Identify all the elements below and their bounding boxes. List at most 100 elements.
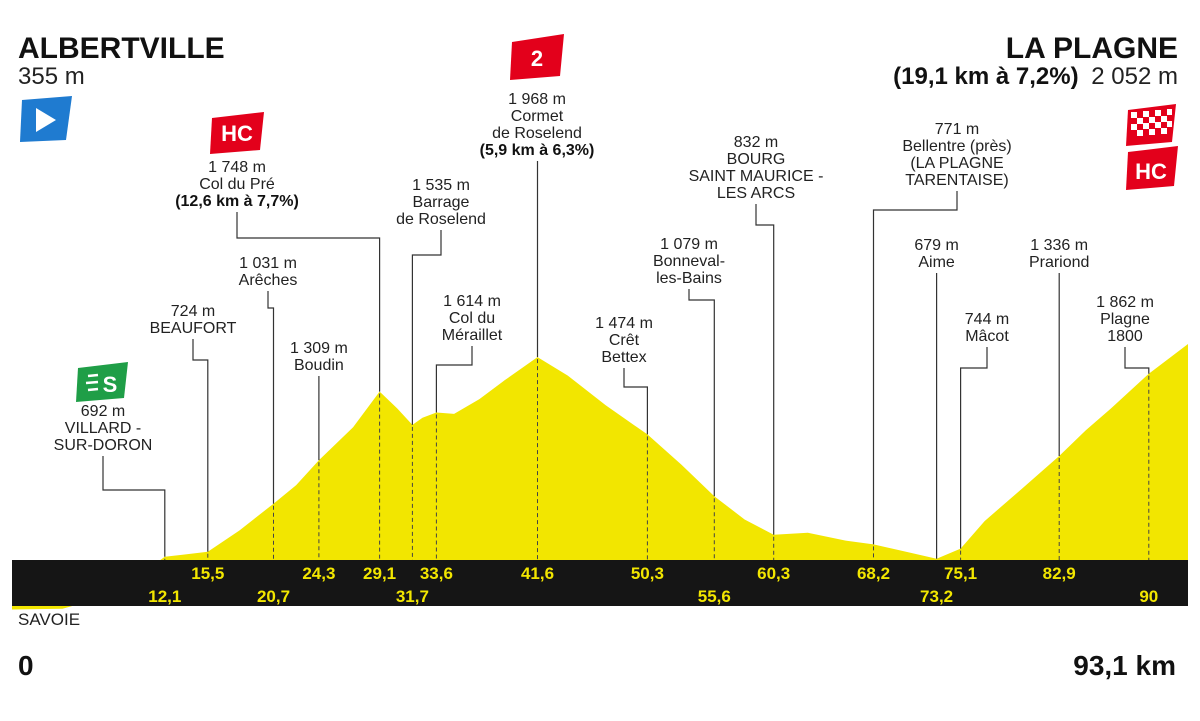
waypoint-altitude-11: 771 m bbox=[935, 121, 979, 138]
start-altitude: 355 m bbox=[18, 63, 85, 90]
waypoint-leader-6 bbox=[435, 346, 473, 413]
finish-hc-badge: HC bbox=[1126, 146, 1178, 190]
waypoint-name-9: les-Bains bbox=[656, 270, 722, 287]
waypoint-dashed-lines bbox=[164, 359, 1150, 561]
finish-hc-label: HC bbox=[1135, 159, 1167, 184]
km-marker-3: 24,3 bbox=[302, 564, 335, 583]
waypoint-name-13: Mâcot bbox=[965, 328, 1009, 345]
km-marker-7: 41,6 bbox=[521, 564, 554, 583]
finish-altitude: 2 052 m bbox=[1091, 63, 1178, 90]
waypoint-name-0: VILLARD - bbox=[65, 420, 141, 437]
col-du-pre-hc-label: HC bbox=[221, 121, 253, 146]
waypoint-name-10: LES ARCS bbox=[717, 185, 795, 202]
waypoint-name-5: Barrage bbox=[413, 194, 470, 211]
waypoint-altitude-13: 744 m bbox=[965, 311, 1009, 328]
km-marker-14: 82,9 bbox=[1043, 564, 1076, 583]
waypoint-name-3: Boudin bbox=[294, 357, 344, 374]
waypoint-leader-5 bbox=[411, 230, 442, 425]
km-marker-11: 68,2 bbox=[857, 564, 890, 583]
waypoint-leader-lines bbox=[102, 161, 1150, 559]
sprint-badge: S bbox=[76, 362, 128, 402]
km-marker-6: 33,6 bbox=[420, 564, 453, 583]
waypoint-name-8: Crêt bbox=[609, 332, 640, 349]
km-marker-8: 50,3 bbox=[631, 564, 664, 583]
waypoint-climb-4: (12,6 km à 7,7%) bbox=[175, 193, 299, 210]
waypoint-leader-9 bbox=[688, 289, 715, 497]
waypoint-name-11: TARENTAISE) bbox=[905, 172, 1008, 189]
finish-climb: (19,1 km à 7,2%) bbox=[893, 63, 1078, 90]
waypoint-altitude-3: 1 309 m bbox=[290, 340, 348, 357]
waypoint-name-7: de Roselend bbox=[492, 125, 582, 142]
waypoint-altitude-7: 1 968 m bbox=[508, 91, 566, 108]
distance-markers: 12,1 15,5 20,7 24,3 29,131,7 33,6 41,6 50,3 55,6… bbox=[148, 564, 1158, 606]
waypoint-altitude-15: 1 862 m bbox=[1096, 294, 1154, 311]
km-marker-5: 31,7 bbox=[396, 587, 429, 606]
waypoint-name-15: Plagne bbox=[1100, 311, 1150, 328]
waypoint-name-11: (LA PLAGNE bbox=[910, 155, 1003, 172]
waypoint-name-0: SUR-DORON bbox=[54, 437, 153, 454]
waypoint-name-11: Bellentre (près) bbox=[902, 138, 1011, 155]
waypoint-name-8: Bettex bbox=[601, 349, 646, 366]
waypoint-name-7: Cormet bbox=[511, 108, 564, 125]
waypoint-altitude-2: 1 031 m bbox=[239, 255, 297, 272]
waypoint-leader-15 bbox=[1124, 347, 1150, 374]
finish-flag-icon bbox=[1126, 104, 1176, 146]
waypoint-leader-4 bbox=[236, 212, 381, 392]
waypoint-name-12: Aime bbox=[918, 254, 955, 271]
waypoint-altitude-9: 1 079 m bbox=[660, 236, 718, 253]
sprint-label: S bbox=[103, 372, 118, 397]
distance-start: 0 bbox=[18, 650, 34, 681]
distance-band bbox=[12, 560, 1188, 606]
waypoint-name-1: BEAUFORT bbox=[150, 320, 237, 337]
waypoint-name-9: Bonneval- bbox=[653, 253, 725, 270]
waypoint-leader-1 bbox=[192, 339, 209, 552]
waypoint-altitude-1: 724 m bbox=[171, 303, 215, 320]
waypoint-altitude-8: 1 474 m bbox=[595, 315, 653, 332]
waypoint-name-10: BOURG bbox=[727, 151, 786, 168]
finish-climb-and-altitude: (19,1 km à 7,2%) 2 052 m bbox=[893, 63, 1178, 90]
waypoint-altitude-4: 1 748 m bbox=[208, 159, 266, 176]
waypoint-climb-7: (5,9 km à 6,3%) bbox=[480, 142, 595, 159]
waypoint-name-2: Arêches bbox=[239, 272, 298, 289]
waypoint-leader-13 bbox=[959, 347, 988, 549]
col-du-pre-hc-badge: HC bbox=[210, 112, 264, 154]
waypoint-name-14: Prariond bbox=[1029, 254, 1089, 271]
km-marker-4: 29,1 bbox=[363, 564, 396, 583]
waypoint-altitude-12: 679 m bbox=[914, 237, 958, 254]
km-marker-13: 75,1 bbox=[944, 564, 977, 583]
waypoint-name-6: Méraillet bbox=[442, 327, 503, 344]
elevation-profile-area bbox=[12, 344, 1188, 610]
km-marker-1: 15,5 bbox=[191, 564, 224, 583]
km-marker-2: 20,7 bbox=[257, 587, 290, 606]
waypoint-leader-2 bbox=[267, 291, 275, 504]
waypoint-altitude-6: 1 614 m bbox=[443, 293, 501, 310]
waypoint-name-5: de Roselend bbox=[396, 211, 486, 228]
waypoint-altitude-5: 1 535 m bbox=[412, 177, 470, 194]
waypoint-leader-10 bbox=[755, 204, 775, 535]
waypoint-name-6: Col du bbox=[449, 310, 495, 327]
cormet-cat2-badge: 2 bbox=[510, 34, 564, 80]
finish-town: LA PLAGNE bbox=[1006, 32, 1178, 65]
km-marker-9: 55,6 bbox=[698, 587, 731, 606]
waypoint-altitude-14: 1 336 m bbox=[1030, 237, 1088, 254]
waypoint-altitude-0: 692 m bbox=[81, 403, 125, 420]
start-arrow-icon bbox=[20, 96, 72, 142]
sprint-lines-icon bbox=[85, 373, 99, 392]
waypoint-name-4: Col du Pré bbox=[199, 176, 275, 193]
km-marker-0: 12,1 bbox=[148, 587, 181, 606]
cormet-cat2-label: 2 bbox=[531, 46, 543, 71]
km-marker-15: 90 bbox=[1139, 587, 1158, 606]
distance-total: 93,1 km bbox=[1073, 650, 1176, 681]
start-town: ALBERTVILLE bbox=[18, 32, 225, 65]
waypoint-leader-0 bbox=[102, 456, 166, 557]
waypoint-altitude-10: 832 m bbox=[734, 134, 778, 151]
km-marker-10: 60,3 bbox=[757, 564, 790, 583]
region-label: SAVOIE bbox=[18, 610, 80, 629]
waypoint-leader-11 bbox=[872, 191, 958, 545]
waypoint-leader-8 bbox=[623, 368, 649, 435]
waypoint-name-10: SAINT MAURICE - bbox=[689, 168, 824, 185]
waypoint-name-15: 1800 bbox=[1107, 328, 1143, 345]
km-marker-12: 73,2 bbox=[920, 587, 953, 606]
